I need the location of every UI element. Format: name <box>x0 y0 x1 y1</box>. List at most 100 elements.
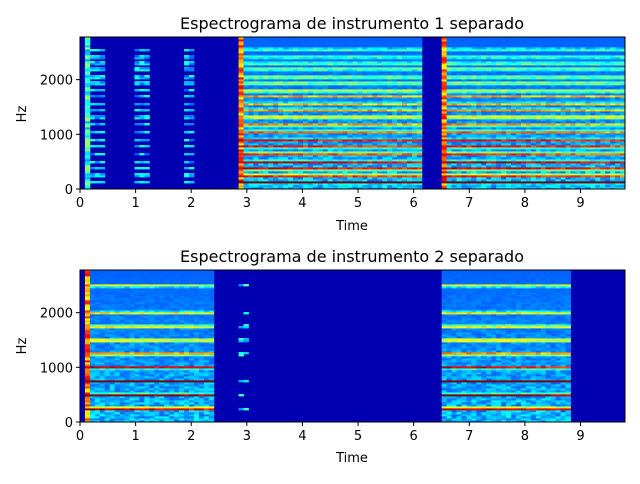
spectrogram-cell <box>550 163 557 166</box>
spectrogram-cell <box>506 49 512 52</box>
spectrogram-cell <box>367 179 373 182</box>
spectrogram-cell <box>491 121 497 124</box>
spectrogram-cell <box>327 55 334 58</box>
spectrogram-cell <box>451 125 457 128</box>
spectrogram-cell <box>273 149 279 152</box>
spectrogram-cell <box>501 75 507 78</box>
spectrogram-cell <box>496 167 502 170</box>
spectrogram-cell <box>268 149 274 152</box>
spectrogram-cell <box>555 87 561 90</box>
spectrogram-cell <box>461 91 467 94</box>
spectrogram-cell <box>476 39 482 42</box>
spectrogram-cell <box>382 67 388 70</box>
spectrogram-cell <box>471 103 477 106</box>
spectrogram-cell <box>461 185 467 188</box>
spectrogram-cell <box>288 141 294 144</box>
spectrogram-cell <box>471 113 477 116</box>
spectrogram-cell <box>471 97 477 100</box>
spectrogram-cell <box>461 129 467 132</box>
spectrogram-cell <box>322 65 329 68</box>
spectrogram-cell <box>342 57 348 60</box>
spectrogram-cell <box>382 63 388 66</box>
spectrogram-cell <box>248 53 254 56</box>
spectrogram-cell <box>387 161 393 164</box>
spectrogram-cell <box>535 91 542 94</box>
spectrogram-cell <box>525 127 532 130</box>
spectrogram-cell <box>555 61 561 64</box>
spectrogram-cell <box>273 155 279 158</box>
spectrogram-cell <box>516 77 522 80</box>
spectrogram-cell <box>283 95 289 98</box>
spectrogram-cell <box>550 103 557 106</box>
spectrogram-cell <box>506 181 512 184</box>
spectrogram-cell <box>535 129 542 132</box>
spectrogram-cell <box>441 87 448 90</box>
spectrogram-cell <box>243 95 249 98</box>
spectrogram-cell <box>407 179 413 182</box>
spectrogram-cell <box>481 41 487 44</box>
spectrogram-cell <box>283 181 289 184</box>
spectrogram-cell <box>253 125 259 128</box>
spectrogram-cell <box>283 57 289 60</box>
spectrogram-cell <box>283 61 289 64</box>
spectrogram-cell <box>268 43 274 46</box>
spectrogram-cell <box>317 143 324 146</box>
spectrogram-cell <box>456 47 462 50</box>
spectrogram-cell <box>263 43 269 46</box>
spectrogram-cell <box>545 141 552 144</box>
spectrogram-cell <box>496 115 502 118</box>
spectrogram-cell <box>278 97 284 100</box>
spectrogram-cell <box>332 101 339 104</box>
spectrogram-cell <box>342 111 348 114</box>
spectrogram-cell <box>411 167 418 170</box>
spectrogram-cell <box>466 47 472 50</box>
spectrogram-cell <box>397 81 403 84</box>
spectrogram-cell <box>516 177 522 180</box>
spectrogram-cell <box>456 37 462 40</box>
spectrogram-cell <box>520 121 527 124</box>
spectrogram-cell <box>530 141 537 144</box>
spectrogram-cell <box>317 83 324 86</box>
spectrogram-cell <box>476 135 482 138</box>
spectrogram-cell <box>327 59 334 62</box>
spectrogram-cell <box>258 87 264 90</box>
spectrogram-cell <box>535 67 542 70</box>
spectrogram-cell <box>560 101 566 104</box>
spectrogram-cell <box>411 123 418 126</box>
spectrogram-cell <box>362 51 368 54</box>
spectrogram-cell <box>253 157 259 160</box>
spectrogram-cell <box>238 123 244 126</box>
spectrogram-cell <box>342 59 348 62</box>
spectrogram-cell <box>506 89 512 92</box>
spectrogram-cell <box>312 65 319 68</box>
spectrogram-cell <box>302 147 309 150</box>
spectrogram-cell <box>471 51 477 54</box>
spectrogram-cell <box>461 137 467 140</box>
spectrogram-cell <box>506 117 512 120</box>
spectrogram-cell <box>441 105 448 108</box>
spectrogram-cell <box>555 185 561 188</box>
spectrogram-cell <box>258 49 264 52</box>
spectrogram-cell <box>89 75 96 78</box>
spectrogram-cell <box>516 107 522 110</box>
spectrogram-cell <box>268 105 274 108</box>
spectrogram-cell <box>496 171 502 174</box>
spectrogram-cell <box>555 181 561 184</box>
spectrogram-cell <box>248 185 254 188</box>
spectrogram-cell <box>357 49 363 52</box>
spectrogram-cell <box>134 167 140 170</box>
spectrogram-cell <box>530 47 537 50</box>
spectrogram-cell <box>560 153 566 156</box>
spectrogram-cell <box>550 81 557 84</box>
spectrogram-cell <box>184 89 190 92</box>
spectrogram-cell <box>520 69 527 72</box>
spectrogram-cell <box>258 79 264 82</box>
spectrogram-cell <box>322 63 329 66</box>
spectrogram-cell <box>392 115 398 118</box>
spectrogram-cell <box>298 59 304 62</box>
spectrogram-cell <box>307 119 314 122</box>
spectrogram-cell <box>476 145 482 148</box>
spectrogram-cell <box>327 81 334 84</box>
spectrogram-cell <box>278 55 284 58</box>
spectrogram-cell <box>352 139 358 142</box>
